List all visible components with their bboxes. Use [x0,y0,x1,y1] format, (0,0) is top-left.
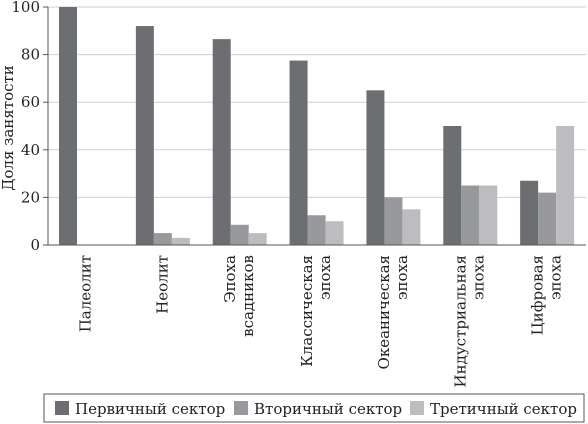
bar-2-5 [384,197,403,245]
axes [43,6,586,246]
bar-1-1 [59,7,77,245]
x-category-labels: Палеолит Неолит Эпоха всадников Классическая… [76,255,564,388]
y-tick-label: 40 [21,141,40,159]
legend: Первичный сектор Вторичный сектор Третичны… [43,393,585,423]
bar-2-3 [230,224,249,245]
y-tick-label: 0 [30,236,40,254]
x-category-label: Неолит [153,255,171,314]
bar-3-5 [402,209,421,245]
bar-2-4 [307,215,326,245]
x-category-label: Эпоха [221,255,239,303]
y-tick-labels: 0 20 40 60 80 100 [11,0,40,254]
bars [59,7,575,246]
bar-3-7 [556,126,575,245]
bar-1-2 [135,26,154,246]
bar-2-2 [153,233,172,245]
y-tick-label: 100 [11,0,40,16]
x-category-label: эпоха [393,255,411,300]
bar-2-7 [538,192,557,245]
bar-3-2 [171,237,190,245]
bar-1-4 [289,60,308,245]
y-axis-title: Доля занятости [0,65,17,191]
legend-label: Третичный сектор [430,400,577,418]
gridlines [48,6,586,246]
x-category-label: Индустриальная [452,255,470,387]
y-tick-label: 20 [21,188,40,206]
bar-3-3 [248,233,267,245]
legend-label: Вторичный сектор [254,400,402,418]
legend-swatch [55,401,69,415]
bar-1-7 [520,180,539,245]
bar-1-3 [212,39,231,245]
x-category-label: эпоха [316,255,334,300]
legend-box [43,393,585,423]
bar-3-4 [325,221,344,245]
x-category-label: Классическая [298,255,316,367]
x-category-label: эпоха [470,255,488,300]
y-tick-label: 60 [21,93,40,111]
bar-2-6 [461,185,480,245]
x-category-label: Палеолит [76,255,94,332]
legend-swatch [410,401,424,415]
legend-swatch [234,401,248,415]
x-category-label: всадников [239,255,257,337]
legend-label: Первичный сектор [75,400,225,418]
x-category-label: Океаническая [375,255,393,369]
x-category-label: эпоха [547,255,565,300]
bar-3-6 [479,185,498,245]
x-category-label: Цифровая [529,255,547,335]
bar-1-6 [443,126,462,245]
y-tick-label: 80 [21,46,40,64]
bar-1-5 [366,90,385,245]
